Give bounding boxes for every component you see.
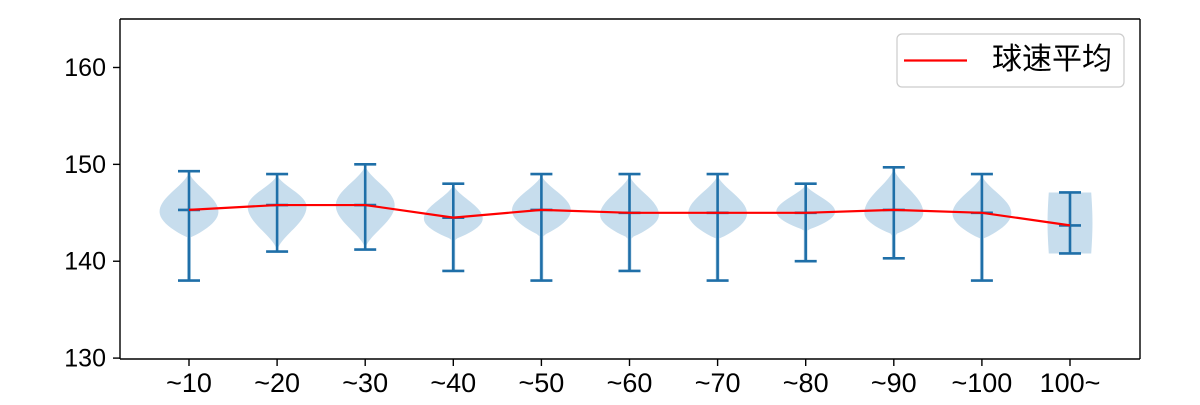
- svg-text:~20: ~20: [254, 368, 300, 398]
- svg-text:100~: 100~: [1040, 368, 1101, 398]
- svg-text:~60: ~60: [607, 368, 653, 398]
- svg-text:~40: ~40: [430, 368, 476, 398]
- svg-text:~30: ~30: [342, 368, 388, 398]
- svg-text:150: 150: [64, 151, 106, 179]
- svg-text:160: 160: [64, 54, 106, 82]
- svg-text:球速平均: 球速平均: [992, 43, 1112, 76]
- svg-text:140: 140: [64, 248, 106, 276]
- svg-text:~50: ~50: [518, 368, 564, 398]
- svg-text:130: 130: [64, 345, 106, 373]
- svg-text:~10: ~10: [166, 368, 212, 398]
- svg-text:~100: ~100: [951, 368, 1012, 398]
- svg-text:~80: ~80: [783, 368, 829, 398]
- svg-text:~90: ~90: [871, 368, 917, 398]
- svg-text:~70: ~70: [695, 368, 741, 398]
